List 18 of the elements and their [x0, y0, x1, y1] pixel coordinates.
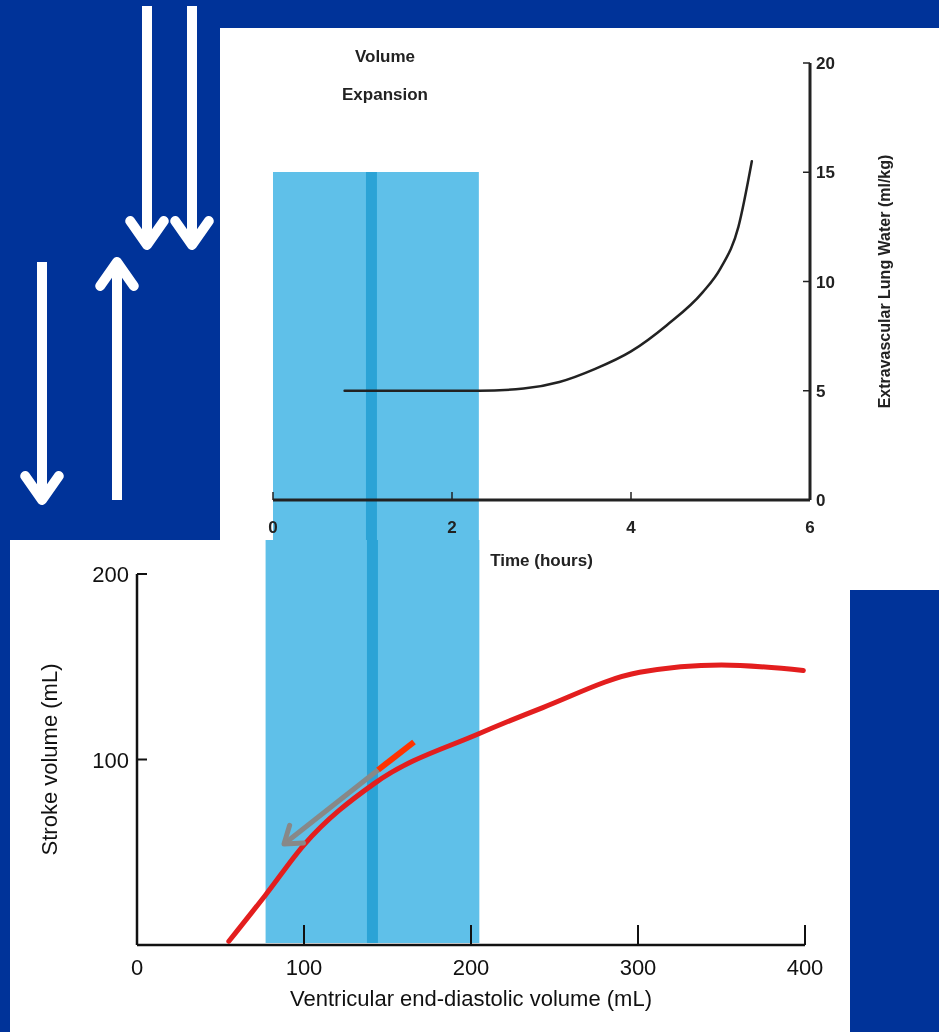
x-tick-label: 300	[619, 955, 657, 980]
x-tick-label: 2	[447, 518, 457, 537]
x-tick-label: 200	[452, 955, 490, 980]
x-tick-label: 100	[285, 955, 323, 980]
y-tick-label: 15	[816, 163, 835, 183]
annotation: Volume Expansion	[342, 47, 428, 104]
y-tick-label: 10	[816, 272, 835, 292]
x-tick-label: 6	[805, 518, 815, 537]
y-tick-label: 0	[816, 491, 826, 510]
x-tick-label: 0	[268, 518, 278, 537]
y-tick-label: 5	[816, 381, 826, 401]
x-tick-label: 400	[786, 955, 824, 980]
y-axis-title: Stroke volume (mL)	[37, 663, 62, 856]
x-tick-label: 4	[626, 518, 637, 537]
y-tick-label: 20	[816, 54, 835, 73]
y-axis-title: Extravascular Lung Water (ml/kg)	[876, 154, 893, 409]
x-axis-title: Ventricular end-diastolic volume (mL)	[290, 986, 652, 1011]
x-axis-title: Time (hours)	[490, 551, 593, 570]
